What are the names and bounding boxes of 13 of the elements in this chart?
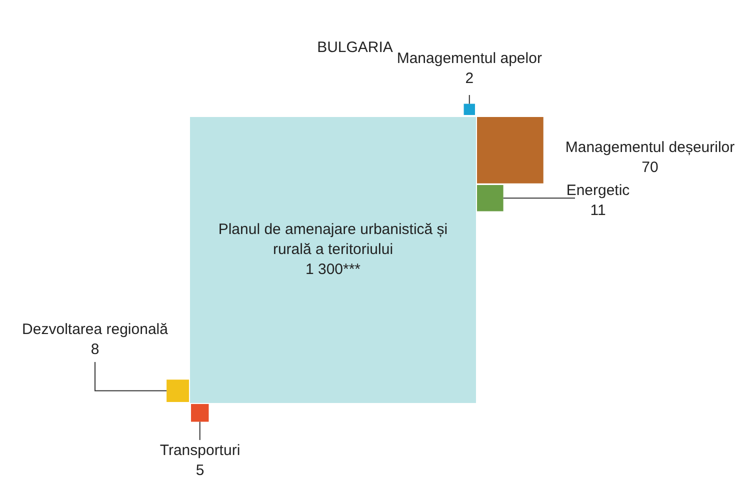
category-label: Transporturi [160, 442, 240, 460]
category-label: Managementul deșeurilor [565, 139, 735, 156]
category-label: Planul de amenajare urbanistică și rurală a teritoriului [218, 221, 448, 258]
category-label: Energetic [566, 182, 630, 200]
data-label: 2 [465, 70, 474, 88]
data-label: 5 [196, 462, 204, 477]
category-label: Dezvoltarea regională [22, 321, 169, 338]
data-label: 11 [590, 202, 606, 220]
data-label: 1 300*** [305, 261, 361, 278]
text: BULGARIA [317, 39, 393, 56]
category-label: Managementul apelor [396, 50, 542, 68]
data-label: 70 [642, 159, 658, 176]
data-label: 8 [90, 341, 100, 358]
